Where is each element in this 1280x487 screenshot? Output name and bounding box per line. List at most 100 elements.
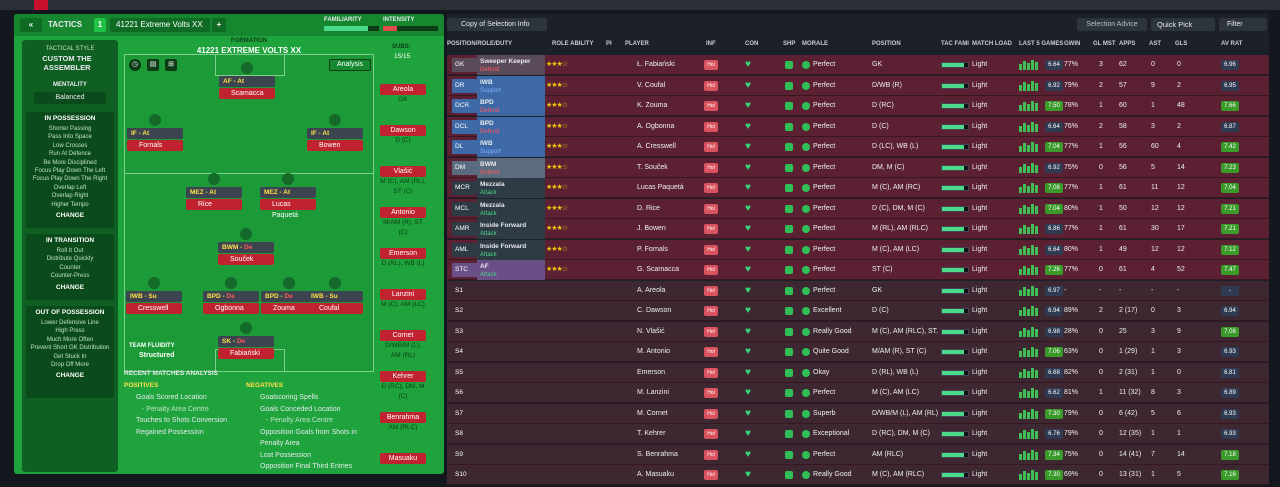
table-row[interactable]: DL IWB Support ★★★☆ A. Cresswell Hol ♥ Perfect D… [447,137,1269,157]
table-row[interactable]: DR IWB Support ★★★☆ V. Coufal Hol ♥ Perfect D/WB… [447,75,1269,96]
role-slot[interactable]: BPD - De Ogbonna [203,291,259,315]
analysis-title[interactable]: RECENT MATCHES ANALYSIS [124,370,219,377]
player-name[interactable]: A. Cresswell [637,143,676,150]
selection-advice-button[interactable]: Selection Advice [1077,18,1147,31]
sub-player[interactable]: Masuaku [380,453,426,464]
table-row[interactable]: S3 N. Vlašić Hol ♥ Really Good M (C), AM (RLC… [447,321,1269,342]
column-header[interactable]: SHP [783,41,796,47]
table-row[interactable]: DCL BPD Defend ★★★☆ A. Ogbonna Hol ♥ Perfect D (… [447,116,1269,137]
player-name[interactable]: Emerson [637,368,666,376]
role-slot[interactable]: IF - At Bowen [307,128,363,152]
column-header[interactable]: INF [706,41,716,47]
shirt-icon[interactable]: ⊞ [165,59,177,71]
sub-player[interactable]: Areola GK [380,84,426,105]
player-name[interactable]: K. Zouma [637,102,668,109]
column-header[interactable]: AV RAT [1221,41,1243,47]
table-row[interactable]: DM BWM Defend ★★★☆ T. Souček Hol ♥ Perfect DM, M… [447,157,1269,178]
role-slot[interactable]: AF - At Scamacca [219,76,275,100]
player-name[interactable]: T. Souček [637,163,668,171]
player-name[interactable]: Ł. Fabiański [637,61,675,68]
mentality-select[interactable]: Balanced [34,92,106,104]
filter-button[interactable]: Filter [1219,18,1267,31]
role-duty-cell[interactable]: BWM Defend [477,157,545,178]
player-name[interactable]: T. Kehrer [637,430,666,437]
sub-player[interactable]: Dawson D (C) [380,125,426,146]
column-header[interactable]: GWIN [1064,41,1081,47]
column-header[interactable]: CON [745,41,759,47]
column-header[interactable]: MATCH LOAD [972,41,1012,47]
table-row[interactable]: MCL Mezzala Attack ★★★☆ D. Rice Hol ♥ Perfect D … [447,198,1269,219]
role-slot[interactable]: SK - De Fabiański [218,336,274,360]
player-name[interactable]: D. Rice [637,204,660,212]
column-header[interactable]: PI [606,41,612,47]
column-header[interactable]: GLS [1175,41,1188,47]
table-row[interactable]: GK Sweeper Keeper Defend ★★★☆ Ł. Fabiański Ho… [447,55,1269,75]
table-row[interactable]: DCR BPD Defend ★★★☆ K. Zouma Hol ♥ Perfect D (RC… [447,96,1269,116]
role-slot[interactable]: MEZ - At Rice [186,187,242,211]
table-row[interactable]: S6 M. Lanzini Hol ♥ Perfect M (C), AM (LC) Lig… [447,383,1269,403]
table-row[interactable]: STC AF Attack ★★★☆ G. Scamacca Hol ♥ Perfect ST … [447,260,1269,280]
add-tactic-button[interactable]: + [212,18,226,32]
table-row[interactable]: S7 M. Cornet Hol ♥ Superb D/WB/M (L), AM (RL)… [447,403,1269,424]
sub-player[interactable]: Cornet D/WB/M (L), AM (RL) [380,330,426,361]
table-row[interactable]: S5 Emerson Hol ♥ Okay D (RL), WB (L) Light 6.68… [447,362,1269,383]
column-header[interactable]: TAC FAMI [941,41,969,47]
column-header[interactable]: MORALE [802,41,828,47]
sub-player[interactable]: Lanzini M (C), AM (LC) [380,289,426,310]
player-name[interactable]: S. Benrahma [637,450,678,458]
player-name[interactable]: V. Coufal [637,81,666,89]
player-name[interactable]: P. Fornals [637,245,668,253]
formation-select[interactable]: 41221 EXTREME VOLTS XX [196,46,302,55]
change-button[interactable]: CHANGE [55,283,85,291]
sub-player[interactable]: Antonio M/AM (R), ST (C) [380,207,426,238]
player-name[interactable]: M. Cornet [637,409,668,417]
analysis-button[interactable]: Analysis [329,59,371,71]
column-header[interactable]: LAST 5 GAMES [1019,41,1064,47]
table-row[interactable]: S1 A. Areola Hol ♥ Perfect GK Light 6.97- - - - - - [447,280,1269,301]
tactics-tab[interactable]: TACTICS [48,20,83,29]
sub-player[interactable]: Benrahma AM (RLC) [380,412,426,433]
column-header[interactable]: GL MST [1093,41,1116,47]
column-header[interactable]: POSITION [872,41,901,47]
player-name[interactable]: C. Dawson [637,307,672,314]
table-row[interactable]: S2 C. Dawson Hol ♥ Excellent D (C) Light 6.94 89… [447,301,1269,321]
table-row[interactable]: AMR Inside Forward Attack ★★★☆ J. Bowen Hol ♥ P… [447,219,1269,239]
player-name[interactable]: M. Lanzini [637,389,669,396]
copy-selection-select[interactable]: Copy of Selection Info [447,18,547,31]
table-row[interactable]: AML Inside Forward Attack ★★★☆ P. Fornals Hol… [447,239,1269,260]
tactic-select[interactable]: 41221 Extreme Volts XX [110,18,210,32]
role-slot[interactable]: IWB - Su Coufal [307,291,363,315]
role-slot[interactable]: BWM - De Souček [218,242,274,266]
column-header[interactable]: AST [1149,41,1161,47]
role-duty-cell[interactable]: BPD Defend [477,96,545,116]
column-header[interactable]: PLAYER [625,41,649,47]
table-row[interactable]: MCR Mezzala Attack ★★★☆ Lucas Paquetá Hol ♥ Per… [447,178,1269,198]
column-header[interactable]: POSITION/ROLE/DUTY [447,41,513,47]
role-duty-cell[interactable]: IWB Support [477,75,545,96]
column-header[interactable]: APPS [1119,41,1136,47]
collapse-icon[interactable]: « [20,18,42,32]
sub-player[interactable]: Kehrer D (RC), DM, M (C) [380,371,426,402]
player-name[interactable]: M. Antonio [637,348,671,355]
role-duty-cell[interactable]: Inside Forward Attack [477,219,545,239]
table-row[interactable]: S9 S. Benrahma Hol ♥ Perfect AM (RLC) Light 7.3… [447,444,1269,465]
column-header[interactable]: ROLE ABILITY [552,41,594,47]
player-name[interactable]: N. Vlašić [637,327,665,335]
table-row[interactable]: S10 A. Masuaku Hol ♥ Really Good M (C), AM (R… [447,465,1269,485]
player-name[interactable]: Lucas Paquetá [637,184,684,191]
role-duty-cell[interactable]: Mezzala Attack [477,178,545,198]
tactic-slot[interactable]: 1 [94,18,106,32]
player-name[interactable]: G. Scamacca [637,266,680,273]
tactical-style[interactable]: CUSTOM THE ASSEMBLER [42,54,92,72]
change-button[interactable]: CHANGE [55,372,85,380]
clock-icon[interactable]: ◷ [129,59,141,71]
quick-pick-button[interactable]: Quick Pick [1151,18,1215,31]
role-slot[interactable]: BPD - De Zouma [261,291,317,315]
sub-player[interactable]: Vlašić M (C), AM (RL), ST (C) [380,166,426,197]
role-slot[interactable]: MEZ - At Lucas Paquetá [260,187,316,219]
player-name[interactable]: J. Bowen [637,225,666,232]
bar-chart-icon[interactable]: ▤ [147,59,159,71]
sub-player[interactable]: Emerson D (RL), WB (L) [380,248,426,269]
player-name[interactable]: A. Ogbonna [637,122,675,130]
role-duty-cell[interactable]: Sweeper Keeper Defend [477,55,545,75]
